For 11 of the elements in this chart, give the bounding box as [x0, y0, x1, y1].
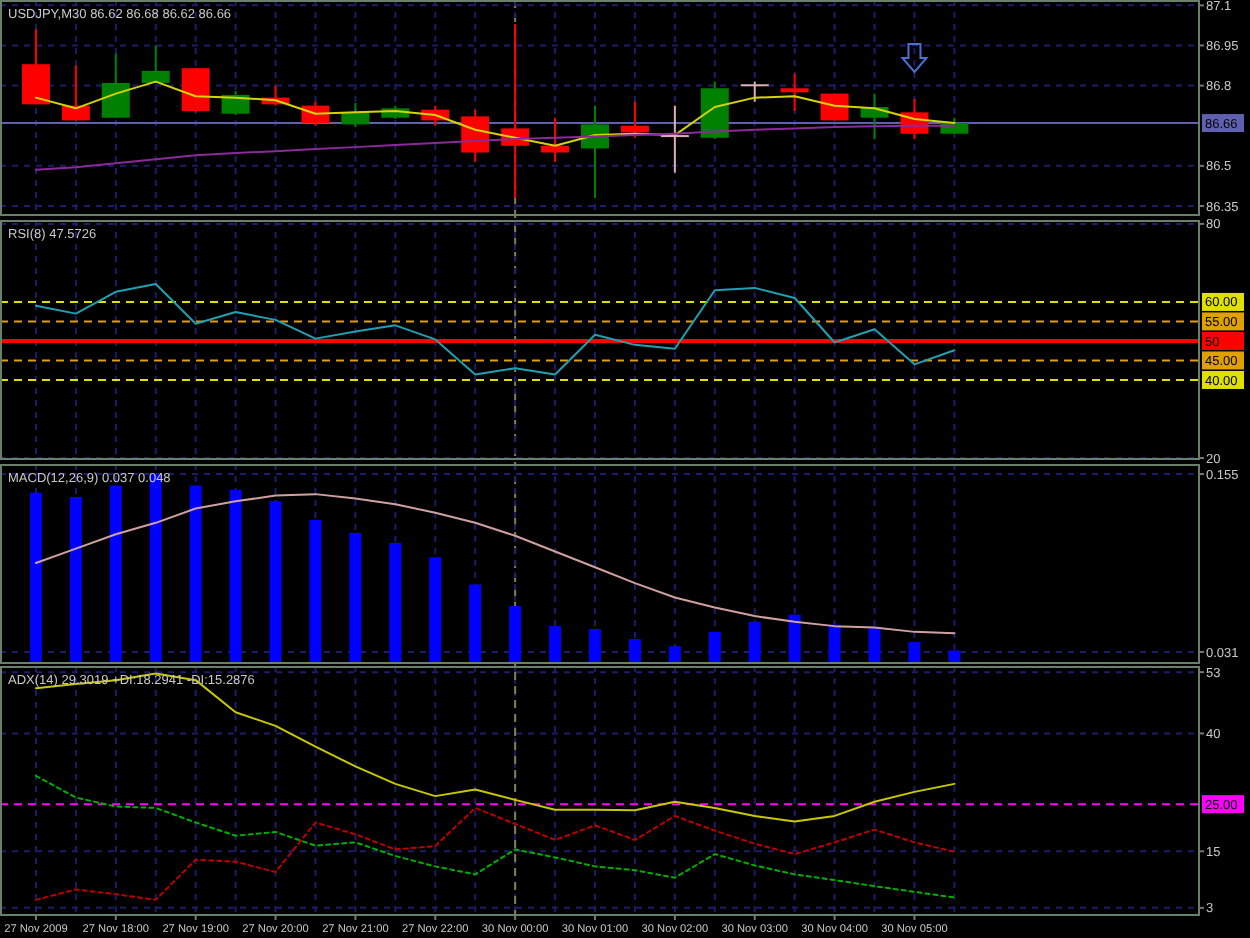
candlestick [740, 80, 769, 103]
line-series [34, 774, 956, 899]
candlestick [101, 52, 130, 119]
line-series [34, 282, 956, 376]
line-series [34, 806, 956, 901]
candlestick [620, 100, 649, 139]
candlestick [780, 72, 809, 113]
candlestick [221, 89, 250, 117]
candlestick [181, 67, 210, 114]
line-series [34, 493, 956, 635]
candlestick [141, 44, 170, 84]
